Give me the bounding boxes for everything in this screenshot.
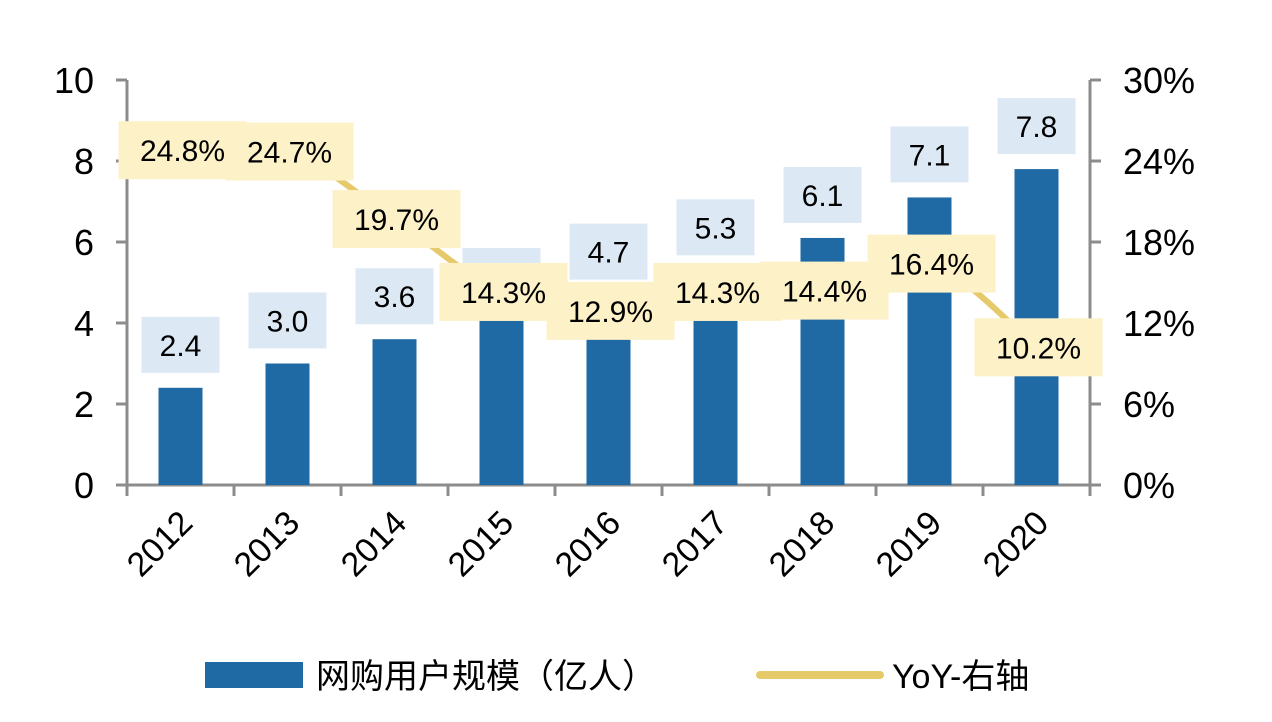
bar-value-label: 7.8 xyxy=(1016,111,1058,144)
yoy-label-box xyxy=(225,122,354,181)
yoy-label-box xyxy=(867,234,996,293)
right-tick-label: 6% xyxy=(1123,384,1175,425)
yoy-value-label: 24.7% xyxy=(247,137,332,170)
bar-2015 xyxy=(479,318,524,485)
yoy-label-box xyxy=(760,261,889,320)
bar-2014 xyxy=(372,339,417,485)
x-tick-label: 2014 xyxy=(334,504,414,584)
left-tick-label: 0 xyxy=(74,465,94,506)
legend-label-line: YoY-右轴 xyxy=(892,658,1029,696)
x-tick-label: 2017 xyxy=(655,504,735,584)
bar-value-label: 5.3 xyxy=(695,212,737,245)
bar-2013 xyxy=(265,363,310,485)
left-tick-label: 8 xyxy=(74,141,94,182)
bar-value-label: 7.1 xyxy=(909,139,951,172)
legend-label-bar: 网购用户规模（亿人） xyxy=(316,658,656,696)
bar-label-box xyxy=(783,166,862,223)
yoy-label-box xyxy=(332,190,461,249)
bar-label-box xyxy=(355,268,434,325)
right-tick-label: 0% xyxy=(1123,465,1175,506)
left-tick-label: 10 xyxy=(54,60,94,101)
x-tick-label: 2019 xyxy=(869,504,949,584)
yoy-label-box xyxy=(439,262,568,321)
x-tick-label: 2015 xyxy=(441,504,521,584)
yoy-value-label: 19.7% xyxy=(354,204,439,237)
legend-swatch-bar xyxy=(205,662,303,688)
data-labels: 2.43.03.64.14.75.36.17.17.824.8%24.7%19.… xyxy=(118,98,1103,377)
yoy-value-label: 10.2% xyxy=(996,332,1081,365)
x-tick-label: 2020 xyxy=(976,504,1056,584)
right-tick-label: 18% xyxy=(1123,222,1195,263)
x-tick-label: 2013 xyxy=(227,504,307,584)
bar-2012 xyxy=(158,387,203,485)
yoy-value-label: 14.3% xyxy=(461,277,546,310)
bar-value-label: 6.1 xyxy=(802,180,844,213)
bar-label-box xyxy=(890,126,969,183)
bar-label-box xyxy=(569,223,648,280)
bar-label-box xyxy=(141,316,220,373)
yoy-value-label: 24.8% xyxy=(140,135,225,168)
left-tick-label: 4 xyxy=(74,303,94,344)
bar-value-label: 4.7 xyxy=(588,237,630,270)
right-tick-label: 12% xyxy=(1123,303,1195,344)
bar-value-label: 2.4 xyxy=(160,330,202,363)
x-tick-label: 2012 xyxy=(120,504,200,584)
yoy-label-box xyxy=(974,318,1103,377)
left-tick-label: 2 xyxy=(74,384,94,425)
yoy-label-box xyxy=(118,121,247,180)
bar-label-box xyxy=(676,199,755,256)
bar-value-label: 3.0 xyxy=(267,306,309,339)
yoy-value-label: 14.3% xyxy=(675,277,760,310)
left-tick-label: 6 xyxy=(74,222,94,263)
right-tick-label: 24% xyxy=(1123,141,1195,182)
legend: 网购用户规模（亿人） YoY-右轴 xyxy=(205,658,1029,696)
yoy-value-label: 12.9% xyxy=(568,296,653,329)
x-tick-label: 2016 xyxy=(548,504,628,584)
bar-value-label: 3.6 xyxy=(374,281,416,314)
bar-label-box xyxy=(248,292,327,349)
yoy-value-label: 16.4% xyxy=(889,249,974,282)
bar-label-box xyxy=(997,98,1076,155)
yoy-value-label: 14.4% xyxy=(782,276,867,309)
right-tick-label: 30% xyxy=(1123,60,1195,101)
yoy-label-box xyxy=(653,262,782,321)
x-tick-label: 2018 xyxy=(762,504,842,584)
yoy-label-box xyxy=(546,281,675,340)
